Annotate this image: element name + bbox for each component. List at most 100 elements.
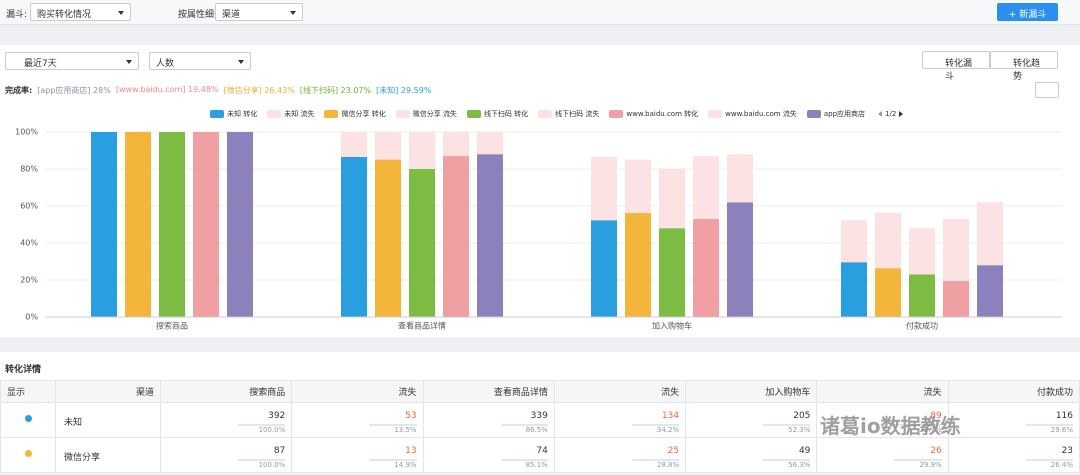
table-row: 未知 392 100.0% 53 13.5% 339 86.5% 134 34.2% 205 52.… <box>0 402 1080 438</box>
bar-segment <box>591 156 617 221</box>
funnel-select[interactable]: 购买转化情况 <box>30 3 131 21</box>
bar-segment <box>227 132 253 317</box>
details-header: 转化详情 <box>0 352 1080 380</box>
legend-swatch <box>538 110 553 118</box>
x-tick-label: 付款成功 <box>906 321 938 331</box>
cell-value: 339 <box>530 411 548 421</box>
bar-segment <box>443 132 469 157</box>
bar-segment <box>875 212 901 269</box>
bar-segment <box>443 156 469 317</box>
pager-next <box>899 111 906 117</box>
bar-segment <box>977 202 1003 266</box>
completion-rate: [微信分享] 26.43% <box>223 86 295 95</box>
legend-swatch <box>609 110 624 118</box>
bar-segment <box>909 228 935 275</box>
completion-rate: [线下扫码] 23.07% <box>299 86 372 95</box>
metric-select[interactable]: 人数 <box>149 52 251 70</box>
breakdown-label: 按属性细分: <box>178 10 227 20</box>
value-cell: 134 34.2% <box>553 402 687 438</box>
column-header: 流失 <box>291 380 424 403</box>
cell-percent: 29.6% <box>1025 424 1073 434</box>
funnel-tab[interactable]: 转化漏斗 <box>922 51 990 82</box>
bar-segment <box>977 265 1003 317</box>
value-cell: 23 26.4% <box>947 437 1080 473</box>
bar-segment <box>943 280 969 317</box>
breakdown-select[interactable]: 渠道 <box>215 3 303 21</box>
y-tick-label: 80% <box>20 165 38 174</box>
bar-segment <box>341 156 367 317</box>
bar-segment <box>841 262 867 317</box>
legend-item: app应用商店 <box>806 109 866 119</box>
y-tick-label: 100% <box>15 128 38 137</box>
legend-label: www.baidu.com 流失 <box>725 110 797 118</box>
y-tick-label: 40% <box>20 239 38 248</box>
legend-item: 未知 转化 <box>210 109 257 119</box>
legend-label: app应用商店 <box>823 110 866 118</box>
cell-percent: 86.5% <box>500 424 548 434</box>
value-cell: 339 86.5% <box>422 402 555 438</box>
bar-segment <box>409 132 435 169</box>
value-cell: 49 56.3% <box>685 437 818 473</box>
new-funnel-button[interactable]: + 新漏斗 <box>997 3 1058 21</box>
completion-rate: [未知] 29.59% <box>376 86 432 95</box>
legend-item: 微信分享 流失 <box>395 109 457 119</box>
bar-segment <box>125 132 151 317</box>
chart: 0% 20% 40% 60% 80% 100% 搜索商品 查看商品详情 加入购物车 付款成功 <box>15 128 1062 331</box>
row-dot <box>24 450 32 457</box>
cell-percent: 14.9% <box>369 459 417 469</box>
toolbar: 漏斗: 购买转化情况 按属性细分: 渠道 + 新漏斗 <box>0 0 1080 25</box>
cell-percent: 26.4% <box>1025 459 1073 469</box>
completion-rate: [www.baidu.com] 19.48% <box>115 85 219 94</box>
bar-segment <box>409 169 435 317</box>
bar-segment <box>193 132 219 317</box>
cell-value: 49 <box>798 446 811 456</box>
bar-segment <box>625 212 651 317</box>
pager-text: 1/2 <box>885 110 897 118</box>
bar-segment <box>375 159 401 317</box>
export-button[interactable] <box>1035 82 1059 98</box>
legend-item: www.baidu.com 转化 <box>609 109 698 119</box>
legend-swatch <box>324 110 339 118</box>
legend-item: www.baidu.com 流失 <box>708 109 797 119</box>
cell-percent: 34.2% <box>631 424 680 434</box>
pager-prev <box>875 111 883 117</box>
legend-label: www.baidu.com 转化 <box>626 110 699 118</box>
bar-segment <box>875 268 901 317</box>
bar-segment <box>909 274 935 317</box>
details-table: 显示 渠道 搜索商品 流失 查看商品详情 流失 加入购物车 流失 付款成功 未知 392 100.0%… <box>0 380 1080 473</box>
value-cell: 116 29.6% <box>947 402 1080 438</box>
legend-swatch <box>708 110 723 118</box>
show-cell <box>0 402 56 438</box>
cell-percent: 100.0% <box>237 424 286 434</box>
completion-rate: [app应用商店] 28% <box>37 86 111 95</box>
value-cell: 74 85.1% <box>422 437 555 473</box>
date-select[interactable]: 最近7天 <box>5 52 139 70</box>
legend-item: 线下扫码 流失 <box>538 109 599 119</box>
bar-segment <box>341 132 367 157</box>
cell-percent: 100.0% <box>237 459 286 469</box>
column-header: 加入购物车 <box>685 380 818 403</box>
legend-item: 微信分享 转化 <box>324 109 386 119</box>
cell-percent: 56.3% <box>763 459 811 469</box>
completion-label: 完成率: <box>5 86 33 95</box>
value-cell: 53 13.5% <box>291 402 424 438</box>
cell-percent: 22.7% <box>894 424 942 434</box>
column-header: 渠道 <box>55 380 161 403</box>
legend-item: 线下扫码 转化 <box>466 109 528 119</box>
bar-segment <box>375 132 401 160</box>
bar-segment <box>477 154 503 317</box>
bar-segment <box>625 159 651 213</box>
cell-value: 134 <box>661 411 680 421</box>
cell-value: 53 <box>405 411 417 421</box>
bar-segment <box>659 169 685 229</box>
chart-panel: 最近7天 人数 转化漏斗 转化趋势 完成率: [app应用商店] 28% [www… <box>0 45 1080 337</box>
column-header: 搜索商品 <box>159 380 293 403</box>
column-header: 流失 <box>816 380 949 403</box>
legend-label: 微信分享 流失 <box>412 110 457 118</box>
trend-tab[interactable]: 转化趋势 <box>990 51 1058 82</box>
legend-swatch <box>267 110 282 118</box>
cell-value: 23 <box>1061 446 1073 456</box>
legend-pager: 1/2 <box>875 110 906 118</box>
bar-segment <box>943 218 969 281</box>
